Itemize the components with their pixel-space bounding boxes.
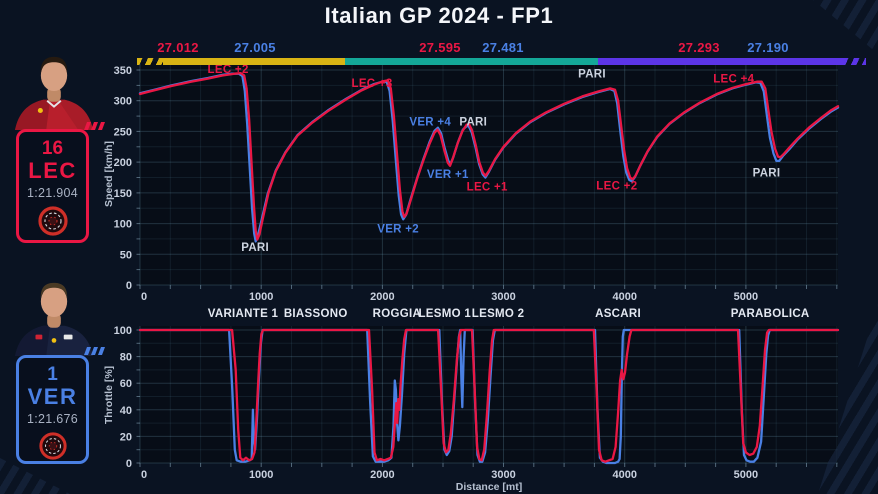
speed-ytick-label: 350 — [114, 65, 132, 77]
throttle-xtick-label: 1000 — [249, 469, 273, 481]
throttle-xtick-label: 4000 — [612, 469, 636, 481]
delta-annotation-lec: LEC +4 — [713, 74, 754, 86]
throttle-xtick-label: 5000 — [734, 469, 758, 481]
corner-name-label: LESMO 2 — [472, 308, 525, 320]
throttle-trace-lec — [138, 328, 840, 463]
delta-annotation-lec: LEC +2 — [596, 180, 637, 192]
speed-xtick-label: 5000 — [734, 291, 758, 303]
driver-photo-leclerc — [15, 56, 93, 130]
sector2-time-lec: 27.595 — [419, 40, 461, 55]
speed-ytick-label: 150 — [114, 188, 132, 200]
speed-trace-lec — [138, 71, 840, 241]
speed-xtick-label: 1000 — [249, 291, 273, 303]
sector-bar-segment — [842, 58, 866, 65]
sector-bar-segment — [344, 58, 598, 65]
sector2-time-ver: 27.481 — [482, 40, 524, 55]
throttle-axis-title: Throttle [%] — [103, 366, 115, 424]
speed-dashes-icon — [84, 347, 105, 355]
speed-xtick-label: 2000 — [370, 291, 394, 303]
sector-bar-segment — [597, 58, 843, 65]
corner-name-label: ROGGIA — [373, 308, 421, 320]
distance-axis-title: Distance [mt] — [456, 481, 523, 493]
speed-xtick-label: 4000 — [612, 291, 636, 303]
speed-xtick-label: 3000 — [491, 291, 515, 303]
driver-laptime: 1:21.676 — [26, 412, 79, 427]
throttle-ytick-label: 40 — [120, 405, 132, 417]
sector-bar-segment — [137, 58, 163, 65]
driver-code: VER — [27, 383, 78, 409]
sector3-time-lec: 27.293 — [678, 40, 720, 55]
delta-annotation-track: PARI — [578, 69, 606, 81]
driver-number: 16 — [41, 138, 64, 159]
soft-tyre-icon — [37, 206, 68, 236]
speed-axis-title: Speed [km/h] — [103, 141, 115, 207]
delta-annotation-lec: LEC +3 — [352, 78, 393, 90]
driver-card-leclerc: 16 LEC 1:21.904 — [16, 129, 89, 243]
delta-annotation-track: PARI — [459, 117, 487, 129]
sector1-time-ver: 27.005 — [234, 40, 276, 55]
delta-annotation-lec: LEC +1 — [467, 182, 508, 194]
soft-tyre-icon — [38, 432, 67, 460]
driver-number: 1 — [47, 364, 58, 385]
speed-xtick-label: 0 — [141, 291, 147, 303]
delta-annotation-track: PARI — [241, 242, 269, 254]
throttle-ytick-label: 60 — [120, 378, 132, 390]
page-title: Italian GP 2024 - FP1 — [324, 3, 554, 28]
speed-ytick-label: 200 — [114, 157, 132, 169]
delta-annotation-ver: VER +4 — [409, 117, 451, 129]
throttle-ytick-label: 100 — [114, 325, 132, 337]
speed-ytick-label: 100 — [114, 219, 132, 231]
driver-code: LEC — [28, 157, 77, 183]
speed-dashes-icon — [84, 122, 105, 130]
delta-annotation-lec: LEC +2 — [208, 64, 249, 76]
delta-annotation-track: PARI — [753, 168, 781, 180]
throttle-ytick-label: 0 — [126, 458, 132, 470]
delta-annotation-ver: VER +1 — [427, 169, 469, 181]
speed-ytick-label: 250 — [114, 126, 132, 138]
sector3-time-ver: 27.190 — [747, 40, 789, 55]
sector-bar — [137, 58, 866, 65]
throttle-xtick-label: 2000 — [370, 469, 394, 481]
throttle-ytick-label: 20 — [120, 431, 132, 443]
corner-name-label: BIASSONO — [284, 308, 348, 320]
driver-laptime: 1:21.904 — [26, 186, 79, 201]
speed-ytick-label: 0 — [126, 280, 132, 292]
corner-name-label: ASCARI — [595, 308, 641, 320]
throttle-xtick-label: 0 — [141, 469, 147, 481]
driver-photo-verstappen — [15, 282, 93, 356]
throttle-xtick-label: 3000 — [491, 469, 515, 481]
sector-bar-segment — [162, 58, 345, 65]
speed-ytick-label: 50 — [120, 249, 132, 261]
corner-name-label: PARABOLICA — [731, 308, 810, 320]
corner-name-label: VARIANTE 1 — [208, 308, 279, 320]
corner-name-label: LESMO 1 — [418, 308, 471, 320]
throttle-ytick-label: 80 — [120, 352, 132, 364]
speed-ytick-label: 300 — [114, 96, 132, 108]
delta-annotation-ver: VER +2 — [377, 223, 419, 235]
driver-card-verstappen: 1 VER 1:21.676 — [16, 355, 89, 464]
sector1-time-lec: 27.012 — [157, 40, 199, 55]
